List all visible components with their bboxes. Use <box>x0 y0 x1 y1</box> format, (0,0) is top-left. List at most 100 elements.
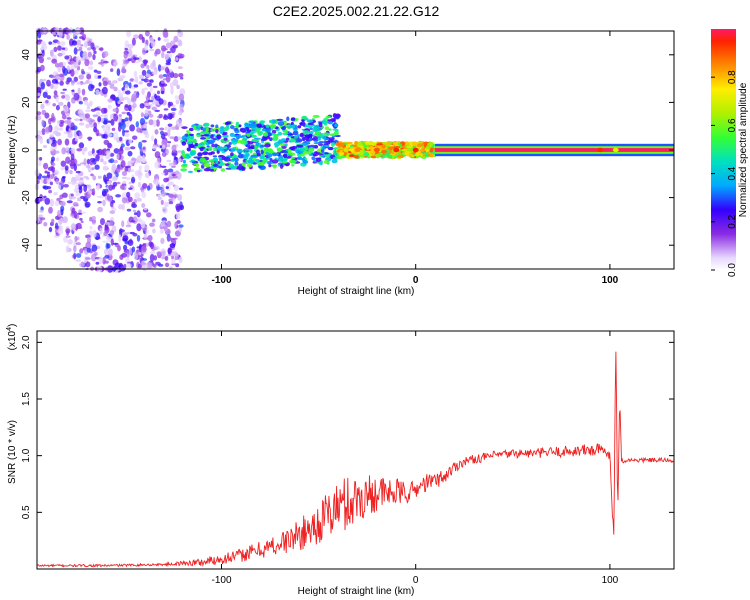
spectrogram-cell <box>162 206 167 209</box>
spectrogram-cell <box>252 162 257 165</box>
spectrogram-cell <box>134 170 139 177</box>
spectrogram-cell <box>65 228 71 234</box>
spectrogram-cell <box>322 146 327 150</box>
spectrogram-cell <box>297 125 302 129</box>
spectrogram-cell <box>328 128 332 131</box>
spectrogram-cell <box>152 228 156 234</box>
spectrogram-cell <box>126 191 131 198</box>
spectrogram-cell <box>181 141 187 146</box>
spectrogram-cell <box>133 212 138 216</box>
spectrogram-cell <box>85 113 90 119</box>
spectrogram-cell <box>129 78 135 82</box>
spectrogram-cell <box>223 137 228 141</box>
spectrogram-cell <box>174 221 179 230</box>
spectrogram-cell <box>154 246 160 250</box>
spectrogram-cell <box>95 129 100 137</box>
spectrogram-cell <box>55 104 60 111</box>
spectrogram-cell <box>317 153 324 156</box>
spectrogram-cell <box>135 60 140 64</box>
spectrogram-cell <box>118 114 122 118</box>
spectrogram-cell <box>306 119 314 123</box>
spectrogram-cell <box>44 197 51 205</box>
spectrogram-cell <box>80 211 87 214</box>
spectrogram-cell <box>70 153 75 160</box>
spectrogram-cell <box>70 196 77 200</box>
spectrogram-cell <box>220 168 226 172</box>
spectrogram-cell <box>89 161 93 166</box>
spectrogram-cell <box>118 234 122 243</box>
spectrogram-cell <box>182 152 186 158</box>
spectrogram-cell <box>113 113 119 122</box>
spectrogram-cell <box>332 128 337 131</box>
spectrogram-cell <box>133 91 138 94</box>
spectrogram-cell <box>144 164 150 172</box>
spectrogram-cell <box>103 119 108 125</box>
spectrogram-cell <box>63 236 68 243</box>
spectrogram-cell <box>103 248 109 256</box>
spectrogram-cell <box>121 87 125 91</box>
spectrogram-cell <box>80 44 84 47</box>
colorbar-tick-label: 0.0 <box>727 263 738 277</box>
spectrogram-cell <box>376 143 383 146</box>
spectrogram-cell <box>112 242 119 245</box>
y-tick-label: 1.0 <box>21 448 32 462</box>
spectrogram-cell <box>74 184 79 190</box>
spectrogram-cell <box>128 104 132 112</box>
spectrogram-cell <box>168 162 174 166</box>
spectrogram-cell <box>157 37 161 41</box>
spectrogram-cell <box>160 222 165 226</box>
spectrogram-cell <box>61 47 66 50</box>
spectrogram-cell <box>74 70 79 75</box>
spectrogram-cell <box>128 139 133 145</box>
spectrogram-cell <box>208 139 216 143</box>
spectrogram-cell <box>73 163 78 172</box>
spectrogram-cell <box>103 161 107 165</box>
spectrogram-cell <box>243 151 249 154</box>
spectrogram-cell <box>144 43 148 52</box>
spectrogram-cell <box>125 90 131 95</box>
spectrogram-cell <box>123 59 130 65</box>
spectrogram-cell <box>188 170 193 173</box>
spectrogram-cell <box>169 266 173 269</box>
spectrogram-cell <box>106 172 113 179</box>
spectrogram-cell <box>158 74 164 79</box>
spectrogram-cell <box>166 51 171 54</box>
spectrogram-cell <box>98 47 104 51</box>
spectrogram-cell <box>261 128 267 132</box>
spectrogram-cell <box>52 71 59 76</box>
spectrogram-cell <box>136 234 141 242</box>
spectrogram-cell <box>124 83 129 92</box>
spectrogram-cell <box>57 41 61 45</box>
spectrogram-cell <box>106 234 110 240</box>
spectrogram-cell <box>160 80 165 84</box>
spectrogram-cell <box>134 192 141 199</box>
colorbar-tick-label: 0.4 <box>727 166 738 180</box>
spectrogram-cell <box>60 167 67 171</box>
spectrogram-cell <box>110 119 115 126</box>
spectrogram-cell <box>101 190 108 197</box>
spectrogram-cell <box>40 82 45 90</box>
spectrogram-cell <box>356 143 363 146</box>
spectrogram-cell <box>151 145 158 150</box>
spectrogram-cell <box>168 101 174 107</box>
spectrogram-cell <box>268 164 272 168</box>
spectrogram-cell <box>197 152 203 157</box>
spectrogram-cell <box>49 181 54 186</box>
spectrogram-cell <box>158 113 164 118</box>
spectrogram-cell <box>89 230 94 234</box>
spectrogram-cell <box>54 200 60 207</box>
spectrogram-cell <box>142 146 146 151</box>
spectrogram-cell <box>55 178 59 185</box>
spectrogram-cell <box>115 172 119 178</box>
colorbar-tick-label: 0.6 <box>727 118 738 132</box>
spectrogram-cell <box>161 165 167 168</box>
spectrogram-cell <box>248 157 253 160</box>
spectrogram-cell <box>276 118 284 121</box>
spectrogram-cell <box>338 151 344 157</box>
spectrogram-cell <box>75 56 80 63</box>
spectrogram-cell <box>166 69 170 77</box>
spectrogram-cell <box>303 150 308 155</box>
spectrogram-cell <box>142 183 148 189</box>
spectrogram-cell <box>402 148 408 152</box>
spectrogram-cell <box>54 62 60 68</box>
